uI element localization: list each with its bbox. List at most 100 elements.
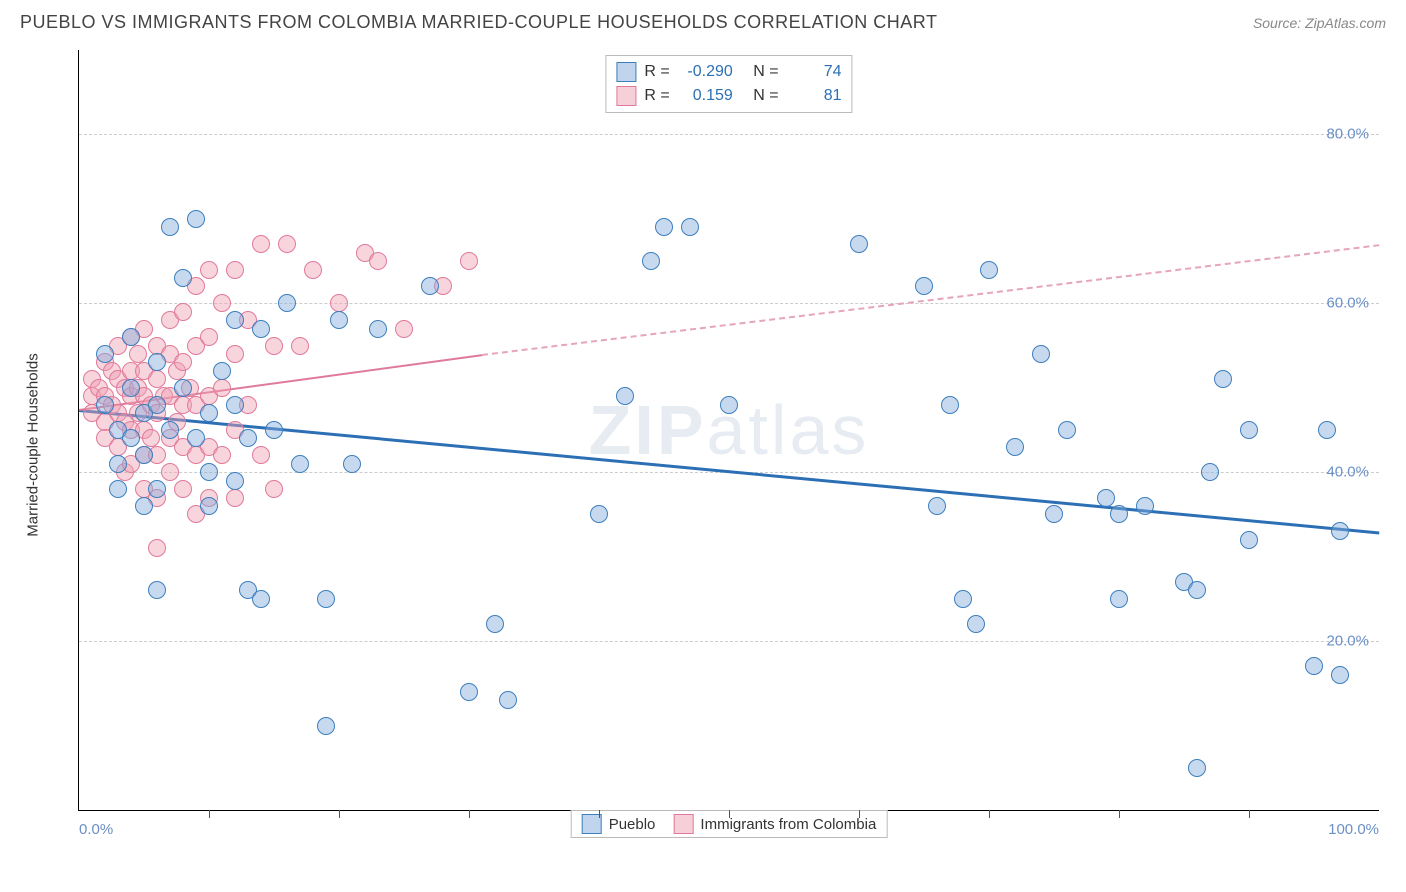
scatter-point	[369, 320, 387, 338]
r-value-pink: 0.159	[678, 87, 733, 105]
r-value-blue: -0.290	[678, 63, 733, 81]
scatter-point	[265, 337, 283, 355]
chart-source: Source: ZipAtlas.com	[1253, 15, 1386, 31]
x-tick	[469, 810, 470, 818]
scatter-point	[226, 472, 244, 490]
scatter-point	[1201, 463, 1219, 481]
n-value-blue: 74	[787, 63, 842, 81]
scatter-point	[1188, 759, 1206, 777]
scatter-point	[1240, 531, 1258, 549]
stats-row-pink: R = 0.159 N = 81	[616, 84, 841, 108]
scatter-point	[252, 320, 270, 338]
n-label-2: N =	[753, 87, 778, 105]
scatter-point	[330, 294, 348, 312]
scatter-point	[148, 370, 166, 388]
scatter-point	[928, 497, 946, 515]
scatter-point	[915, 277, 933, 295]
scatter-point	[421, 277, 439, 295]
x-tick	[989, 810, 990, 818]
scatter-point	[200, 463, 218, 481]
scatter-point	[1045, 505, 1063, 523]
scatter-point	[174, 269, 192, 287]
x-tick	[729, 810, 730, 818]
swatch-blue-icon	[616, 62, 636, 82]
x-min-label: 0.0%	[79, 821, 113, 838]
legend-item-pink: Immigrants from Colombia	[673, 814, 876, 834]
y-tick-label: 20.0%	[1326, 633, 1369, 650]
scatter-point	[460, 252, 478, 270]
chart-title: PUEBLO VS IMMIGRANTS FROM COLOMBIA MARRI…	[20, 12, 937, 33]
scatter-point	[161, 463, 179, 481]
scatter-point	[499, 691, 517, 709]
scatter-point	[395, 320, 413, 338]
scatter-point	[317, 590, 335, 608]
scatter-point	[129, 345, 147, 363]
scatter-point	[226, 489, 244, 507]
scatter-point	[304, 261, 322, 279]
scatter-point	[200, 497, 218, 515]
y-tick-label: 80.0%	[1326, 126, 1369, 143]
scatter-point	[187, 210, 205, 228]
chart-header: PUEBLO VS IMMIGRANTS FROM COLOMBIA MARRI…	[0, 0, 1406, 41]
scatter-point	[291, 337, 309, 355]
scatter-point	[213, 294, 231, 312]
y-tick-label: 60.0%	[1326, 295, 1369, 312]
scatter-point	[239, 429, 257, 447]
n-label: N =	[753, 63, 778, 81]
scatter-point	[1136, 497, 1154, 515]
scatter-point	[122, 328, 140, 346]
scatter-point	[226, 261, 244, 279]
stats-row-blue: R = -0.290 N = 74	[616, 60, 841, 84]
watermark-bold: ZIP	[589, 391, 707, 469]
gridline	[79, 641, 1379, 642]
x-tick	[1249, 810, 1250, 818]
scatter-point	[1097, 489, 1115, 507]
scatter-point	[161, 218, 179, 236]
chart-container: Married-couple Households ZIPatlas R = -…	[48, 50, 1378, 840]
scatter-point	[265, 421, 283, 439]
scatter-point	[330, 311, 348, 329]
scatter-point	[850, 235, 868, 253]
scatter-point	[616, 387, 634, 405]
scatter-point	[135, 497, 153, 515]
scatter-point	[980, 261, 998, 279]
scatter-point	[213, 446, 231, 464]
scatter-point	[343, 455, 361, 473]
scatter-point	[460, 683, 478, 701]
scatter-point	[1058, 421, 1076, 439]
scatter-point	[655, 218, 673, 236]
scatter-point	[226, 311, 244, 329]
scatter-point	[369, 252, 387, 270]
legend-item-blue: Pueblo	[582, 814, 656, 834]
scatter-point	[148, 396, 166, 414]
swatch-pink-icon	[616, 86, 636, 106]
scatter-point	[174, 379, 192, 397]
scatter-point	[142, 429, 160, 447]
scatter-point	[1188, 581, 1206, 599]
scatter-point	[226, 396, 244, 414]
trend-line	[482, 244, 1379, 356]
scatter-point	[135, 446, 153, 464]
scatter-point	[148, 480, 166, 498]
scatter-point	[122, 429, 140, 447]
scatter-point	[148, 539, 166, 557]
r-label: R =	[644, 63, 669, 81]
y-axis-label: Married-couple Households	[25, 353, 42, 536]
scatter-point	[252, 590, 270, 608]
x-tick	[1119, 810, 1120, 818]
n-value-pink: 81	[787, 87, 842, 105]
gridline	[79, 134, 1379, 135]
legend-blue-label: Pueblo	[609, 816, 656, 833]
scatter-point	[1110, 505, 1128, 523]
x-tick	[599, 810, 600, 818]
scatter-point	[200, 404, 218, 422]
scatter-point	[1006, 438, 1024, 456]
scatter-point	[109, 455, 127, 473]
x-tick	[859, 810, 860, 818]
scatter-point	[1110, 590, 1128, 608]
r-label-2: R =	[644, 87, 669, 105]
scatter-point	[265, 480, 283, 498]
scatter-point	[96, 345, 114, 363]
x-max-label: 100.0%	[1328, 821, 1379, 838]
scatter-point	[122, 379, 140, 397]
